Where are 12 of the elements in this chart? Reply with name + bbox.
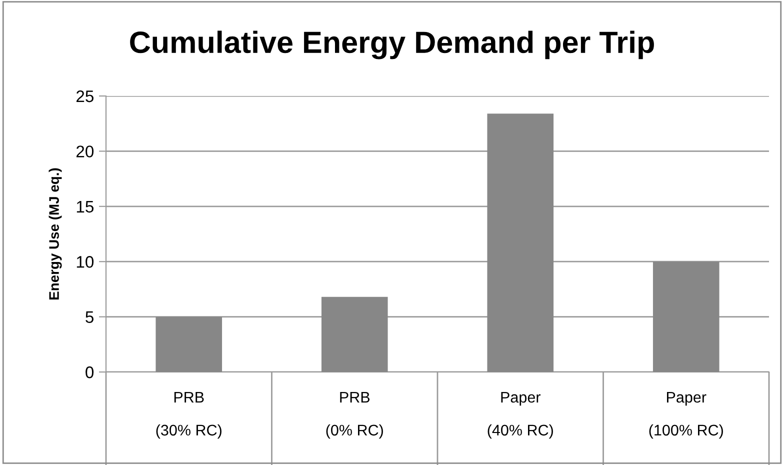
chart-title: Cumulative Energy Demand per Trip: [130, 30, 654, 60]
y-tick-label: 5: [86, 311, 94, 324]
y-tick-label: 25: [76, 90, 94, 102]
y-tick-label: 20: [76, 146, 94, 158]
y-tick-label: 15: [76, 200, 94, 213]
category-label: PRB (30% RC): [156, 392, 222, 439]
y-axis-title: Energy Use (MJ eq.): [48, 168, 62, 300]
category-label: Paper (100% RC): [649, 392, 723, 439]
category-label: PRB (0% RC): [326, 392, 383, 439]
y-tick-label: 0: [86, 366, 94, 378]
category-label: Paper (40% RC): [488, 392, 553, 439]
y-tick-label: 10: [76, 256, 94, 268]
